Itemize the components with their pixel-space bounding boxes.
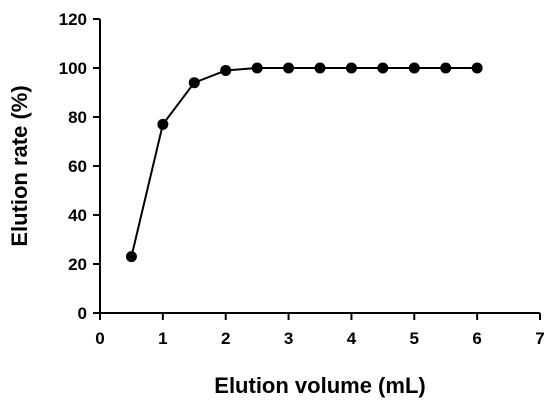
data-point bbox=[408, 62, 420, 74]
data-point bbox=[220, 64, 232, 76]
y-tick-label: 20 bbox=[68, 255, 87, 274]
series-group bbox=[125, 62, 483, 263]
data-point bbox=[377, 62, 389, 74]
y-tick-label: 40 bbox=[68, 206, 87, 225]
x-tick-label: 2 bbox=[221, 329, 230, 348]
y-axis-ticks: 0 20 40 60 80 100 120 bbox=[59, 10, 100, 323]
data-point bbox=[188, 77, 200, 89]
x-tick-label: 3 bbox=[284, 329, 293, 348]
x-tick-label: 4 bbox=[347, 329, 357, 348]
y-axis-title: Elution rate (%) bbox=[7, 85, 32, 246]
y-tick-label: 0 bbox=[78, 304, 87, 323]
x-axis-ticks: 0 1 2 3 4 5 6 7 bbox=[95, 313, 545, 348]
data-point bbox=[251, 62, 263, 74]
x-tick-label: 5 bbox=[410, 329, 419, 348]
x-tick-label: 7 bbox=[535, 329, 544, 348]
x-tick-label: 0 bbox=[95, 329, 104, 348]
data-point bbox=[125, 251, 137, 263]
data-point bbox=[440, 62, 452, 74]
data-point bbox=[157, 118, 169, 130]
y-tick-label: 80 bbox=[68, 108, 87, 127]
data-point bbox=[283, 62, 295, 74]
y-tick-label: 120 bbox=[59, 10, 87, 29]
x-tick-label: 1 bbox=[158, 329, 167, 348]
x-tick-label: 6 bbox=[472, 329, 481, 348]
data-point bbox=[345, 62, 357, 74]
y-tick-label: 60 bbox=[68, 157, 87, 176]
x-axis-title: Elution volume (mL) bbox=[214, 373, 425, 398]
data-point bbox=[471, 62, 483, 74]
data-point bbox=[314, 62, 326, 74]
series-line bbox=[130, 67, 478, 257]
y-tick-label: 100 bbox=[59, 59, 87, 78]
